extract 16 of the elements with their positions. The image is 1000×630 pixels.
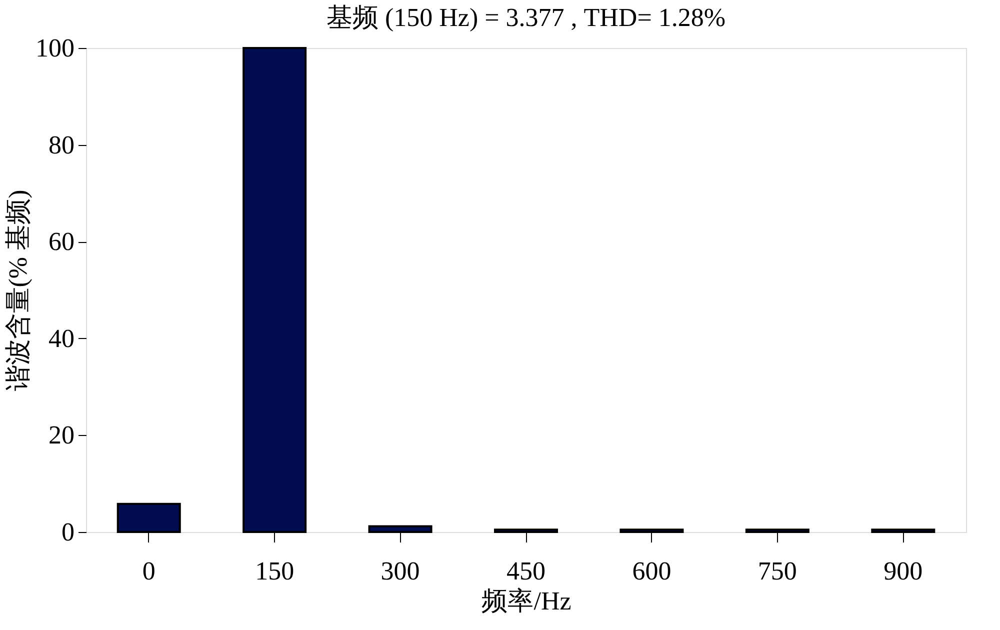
y-tick-label: 20 xyxy=(48,420,74,450)
x-tick-label: 600 xyxy=(632,556,672,586)
x-tick-label: 300 xyxy=(380,556,420,586)
x-tick-label: 0 xyxy=(142,556,156,586)
y-tick-label: 0 xyxy=(62,518,74,546)
x-tick-label: 900 xyxy=(884,556,923,586)
y-tick-label: 80 xyxy=(48,130,74,160)
x-tick-label: 150 xyxy=(255,556,294,586)
y-tick-label: 100 xyxy=(36,34,74,62)
chart-title: 基频 (150 Hz) = 3.377 , THD= 1.28% xyxy=(326,3,726,32)
x-tick-label: 450 xyxy=(506,556,546,586)
x-axis-title: 频率/Hz xyxy=(482,586,572,616)
y-tick-label: 60 xyxy=(48,227,74,256)
y-tick-label: 40 xyxy=(48,324,74,353)
y-axis-title: 谐波含量(% 基频) xyxy=(4,190,32,392)
x-tick-label: 750 xyxy=(758,556,797,586)
